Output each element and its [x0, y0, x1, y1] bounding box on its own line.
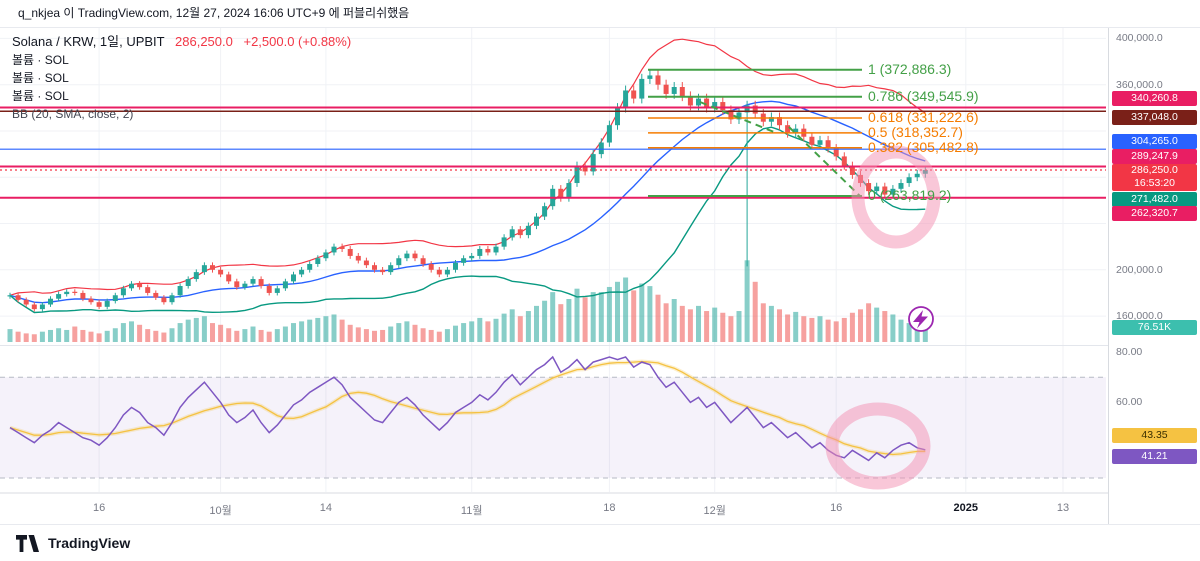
rsi-ma-line — [9, 360, 926, 456]
price-badge[interactable]: 286,250.0 16:53:20 — [1112, 163, 1197, 191]
volume-legend-row[interactable]: 볼륨 · SOL — [12, 71, 69, 85]
rsi-badge: 41.21 — [1112, 449, 1197, 465]
flash-icon[interactable] — [908, 306, 934, 332]
price-badge[interactable]: 340,260.8 — [1112, 91, 1197, 107]
price-axis-tick: 160,000.0 — [1116, 310, 1163, 323]
price-badge[interactable]: 262,320.7 — [1112, 206, 1197, 222]
publish-header: q_nkjea 이 TradingView.com, 12월 27, 2024 … — [0, 0, 1200, 28]
time-axis[interactable]: 16 10월 14 11월 18 12월 16 2025 13 — [0, 493, 1106, 524]
price-axis-tick: 360,000.0 — [1116, 78, 1163, 91]
price-badge[interactable]: 304,265.0 — [1112, 133, 1197, 149]
price-badge-countdown: 16:53:20 — [1134, 176, 1175, 189]
bb-legend-row[interactable]: BB (20, SMA, close, 2) — [12, 107, 134, 121]
volume-legend-row[interactable]: 볼륨 · SOL — [12, 89, 69, 103]
time-axis-label: 13 — [1056, 502, 1070, 514]
rsi-axis-tick: 80.00 — [1116, 346, 1143, 358]
highlight-ellipse[interactable] — [851, 145, 941, 249]
tradingview-logo[interactable] — [16, 534, 39, 552]
volume-badge: 76.51K — [1112, 320, 1197, 335]
time-axis-label: 18 — [603, 502, 616, 514]
price-axis-tick: 200,000.0 — [1116, 263, 1163, 276]
price-badge[interactable]: 289,247.9 — [1112, 149, 1197, 165]
time-axis-label: 16 — [830, 502, 843, 514]
bb-lower-band — [9, 126, 926, 314]
time-axis-label: 16 — [92, 502, 106, 514]
volume-series — [7, 260, 928, 342]
symbol-change: +2,500.0 (+0.88%) — [243, 34, 352, 49]
footer-bar: TradingView — [0, 524, 1200, 561]
rsi-line — [9, 355, 926, 462]
time-axis-label: 14 — [319, 502, 333, 514]
volume-legend-row[interactable]: 볼륨 · SOL — [12, 53, 69, 67]
trendline[interactable] — [788, 126, 862, 198]
bb-middle-band — [9, 100, 926, 304]
price-axis-tick: 400,000.0 — [1116, 32, 1163, 45]
rsi-band — [0, 377, 1106, 478]
symbol-price: 286,250.0 — [175, 34, 233, 49]
price-scale[interactable]: 400,000.0 360,000.0 200,000.0 160,000.0 340,… — [1108, 28, 1200, 524]
price-badge[interactable]: 337,048.0 — [1112, 109, 1197, 125]
bb-upper-band — [9, 38, 926, 296]
candles-series — [7, 69, 928, 312]
time-axis-label: 12월 — [703, 505, 726, 517]
trendline[interactable] — [699, 101, 775, 133]
highlight-ellipse[interactable] — [825, 402, 931, 490]
time-axis-label: 2025 — [953, 502, 979, 514]
publish-text: q_nkjea 이 TradingView.com, 12월 27, 2024 … — [18, 6, 410, 20]
brand-text[interactable]: TradingView — [48, 535, 131, 551]
rsi-axis-tick: 60.00 — [1116, 396, 1143, 409]
time-axis-label: 11월 — [460, 505, 483, 517]
price-badge-value: 286,250.0 — [1131, 163, 1178, 176]
symbol-row[interactable]: Solana / KRW, 1일, UPBIT 286,250.0 +2,500… — [12, 33, 351, 51]
rsi-badge: 43.35 — [1112, 427, 1197, 443]
time-axis-label: 10월 — [209, 505, 232, 517]
symbol-title: Solana / KRW, 1일, UPBIT — [12, 34, 165, 49]
chart-legend: Solana / KRW, 1일, UPBIT 286,250.0 +2,500… — [12, 33, 351, 123]
price-badge[interactable]: 271,482.0 — [1112, 191, 1197, 207]
